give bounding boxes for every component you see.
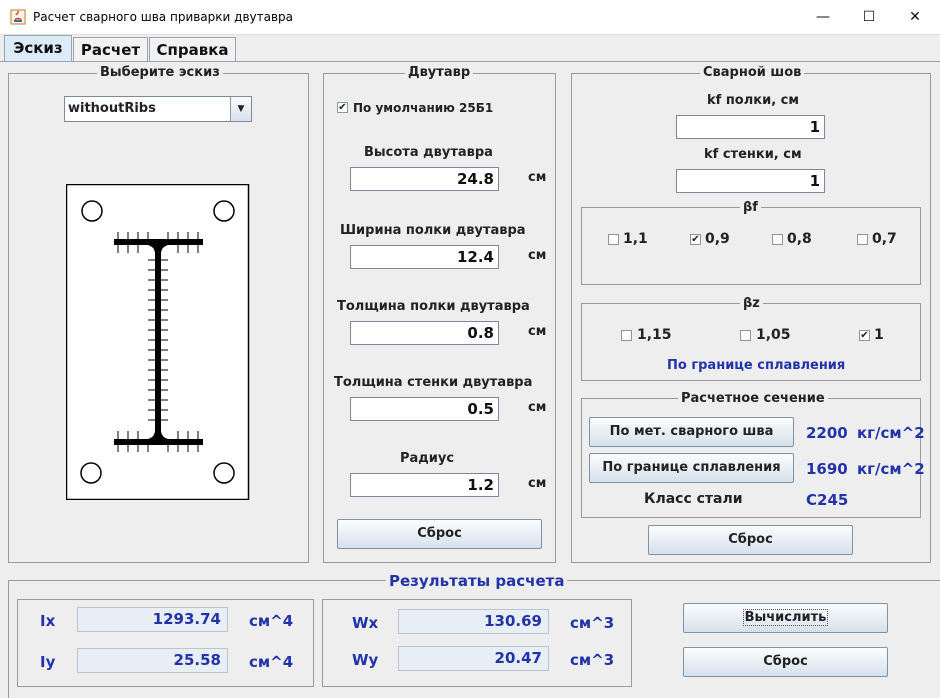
radius-unit: см bbox=[528, 476, 547, 491]
flange-width-input[interactable]: 12.4 bbox=[350, 245, 499, 269]
beta-z-1-05-checkbox[interactable] bbox=[740, 330, 751, 341]
beam-group-title: Двутавр bbox=[405, 65, 474, 80]
calc-section-title: Расчетное сечение bbox=[678, 391, 828, 406]
wy-value: 20.47 bbox=[398, 646, 549, 671]
beta-f-0-8-label: 0,8 bbox=[787, 231, 812, 247]
kf-flange-label: kf полки, см bbox=[707, 93, 799, 108]
beam-sketch-canvas bbox=[66, 184, 250, 500]
web-fillet-bottom bbox=[148, 430, 168, 439]
kf-web-input[interactable]: 1 bbox=[676, 169, 825, 193]
flange-width-unit: см bbox=[528, 248, 547, 263]
maximize-button[interactable]: ☐ bbox=[862, 9, 876, 25]
java-app-icon bbox=[10, 9, 26, 25]
beta-z-1-05-label: 1,05 bbox=[756, 327, 791, 343]
sketch-dropdown-value: withoutRibs bbox=[68, 101, 156, 116]
beta-z-1-15-checkbox[interactable] bbox=[621, 330, 632, 341]
height-input[interactable]: 24.8 bbox=[350, 167, 499, 191]
metal-weld-unit: кг/см^2 bbox=[857, 424, 925, 442]
web-fillet-top bbox=[148, 245, 168, 254]
results-group-title: Результаты расчета bbox=[386, 572, 568, 590]
beta-z-1-label: 1 bbox=[874, 327, 884, 343]
metal-weld-value: 2200 bbox=[806, 424, 848, 442]
kf-flange-input[interactable]: 1 bbox=[676, 115, 825, 139]
top-flange bbox=[114, 239, 203, 245]
tab-sketch[interactable]: Эскиз bbox=[4, 35, 72, 62]
beta-z-title: βz bbox=[740, 296, 763, 311]
calculate-button-label: Вычислить bbox=[742, 609, 829, 626]
window-title: Расчет сварного шва приварки двутавра bbox=[33, 10, 293, 24]
wy-unit: см^3 bbox=[570, 651, 615, 669]
fusion-boundary-value: 1690 bbox=[806, 460, 848, 478]
web-thickness-input[interactable]: 0.5 bbox=[350, 397, 499, 421]
ix-label: Ix bbox=[40, 612, 56, 630]
i-beam-profile bbox=[114, 239, 203, 445]
calculate-button[interactable]: Вычислить bbox=[683, 603, 888, 633]
fusion-boundary-unit: кг/см^2 bbox=[857, 460, 925, 478]
iy-label: Iy bbox=[40, 653, 56, 671]
flange-thickness-input[interactable]: 0.8 bbox=[350, 321, 499, 345]
beta-f-title: βf bbox=[740, 200, 761, 215]
steel-class-value: С245 bbox=[806, 491, 849, 509]
radius-label: Радиус bbox=[400, 451, 455, 466]
tab-calculation[interactable]: Расчет bbox=[73, 37, 148, 61]
height-label: Высота двутавра bbox=[364, 145, 493, 160]
beam-reset-button[interactable]: Сброс bbox=[337, 519, 542, 549]
web-thickness-unit: см bbox=[528, 400, 547, 415]
web-thickness-label: Толщина стенки двутавра bbox=[334, 375, 533, 390]
sketch-dropdown[interactable]: withoutRibs ▼ bbox=[64, 96, 252, 122]
close-button[interactable]: ✕ bbox=[909, 9, 921, 25]
flange-thickness-unit: см bbox=[528, 324, 547, 339]
minimize-button[interactable]: — bbox=[816, 9, 830, 25]
beta-f-0-9-checkbox[interactable]: ✔ bbox=[690, 234, 701, 245]
weld-marks bbox=[117, 232, 199, 452]
default-beam-checkbox[interactable]: ✔ bbox=[337, 102, 348, 113]
beta-f-0-7-label: 0,7 bbox=[872, 231, 897, 247]
results-reset-button[interactable]: Сброс bbox=[683, 647, 888, 677]
bolt-hole-top-left bbox=[81, 200, 103, 222]
beam-web bbox=[155, 245, 161, 439]
ix-unit: см^4 bbox=[249, 612, 294, 630]
beta-f-1-1-label: 1,1 bbox=[623, 231, 648, 247]
tab-underline bbox=[0, 61, 940, 62]
beta-f-0-9-label: 0,9 bbox=[705, 231, 730, 247]
ix-value: 1293.74 bbox=[77, 607, 228, 632]
bolt-hole-bottom-right bbox=[213, 462, 235, 484]
wy-label: Wy bbox=[352, 651, 379, 669]
wx-label: Wx bbox=[352, 614, 379, 632]
iy-value: 25.58 bbox=[77, 648, 228, 673]
metal-weld-button[interactable]: По мет. сварного шва bbox=[589, 417, 794, 447]
bolt-hole-top-right bbox=[213, 200, 235, 222]
beta-z-note: По границе сплавления bbox=[667, 358, 846, 373]
section-modulus-subgroup bbox=[322, 599, 632, 687]
chevron-down-icon[interactable]: ▼ bbox=[230, 97, 251, 121]
steel-class-label: Класс стали bbox=[644, 491, 743, 507]
inertia-subgroup bbox=[17, 599, 314, 687]
height-unit: см bbox=[528, 170, 547, 185]
weld-group-title: Сварной шов bbox=[700, 65, 805, 80]
wx-value: 130.69 bbox=[398, 609, 549, 634]
beta-f-0-7-checkbox[interactable] bbox=[857, 234, 868, 245]
weld-reset-button[interactable]: Сброс bbox=[648, 525, 853, 555]
beta-f-1-1-checkbox[interactable] bbox=[608, 234, 619, 245]
radius-input[interactable]: 1.2 bbox=[350, 473, 499, 497]
beta-z-1-15-label: 1,15 bbox=[637, 327, 672, 343]
sketch-group-title: Выберите эскиз bbox=[97, 65, 223, 80]
flange-width-label: Ширина полки двутавра bbox=[340, 223, 526, 238]
flange-thickness-label: Толщина полки двутавра bbox=[337, 299, 530, 314]
tab-help[interactable]: Справка bbox=[149, 37, 236, 61]
beta-z-1-checkbox[interactable]: ✔ bbox=[859, 330, 870, 341]
fusion-boundary-button[interactable]: По границе сплавления bbox=[589, 453, 794, 483]
title-bar bbox=[0, 0, 940, 35]
bottom-flange bbox=[114, 439, 203, 445]
bolt-hole-bottom-left bbox=[80, 462, 102, 484]
beta-f-0-8-checkbox[interactable] bbox=[772, 234, 783, 245]
wx-unit: см^3 bbox=[570, 614, 615, 632]
kf-web-label: kf стенки, см bbox=[704, 147, 802, 162]
default-beam-label: По умолчанию 25Б1 bbox=[353, 101, 494, 115]
iy-unit: см^4 bbox=[249, 653, 294, 671]
